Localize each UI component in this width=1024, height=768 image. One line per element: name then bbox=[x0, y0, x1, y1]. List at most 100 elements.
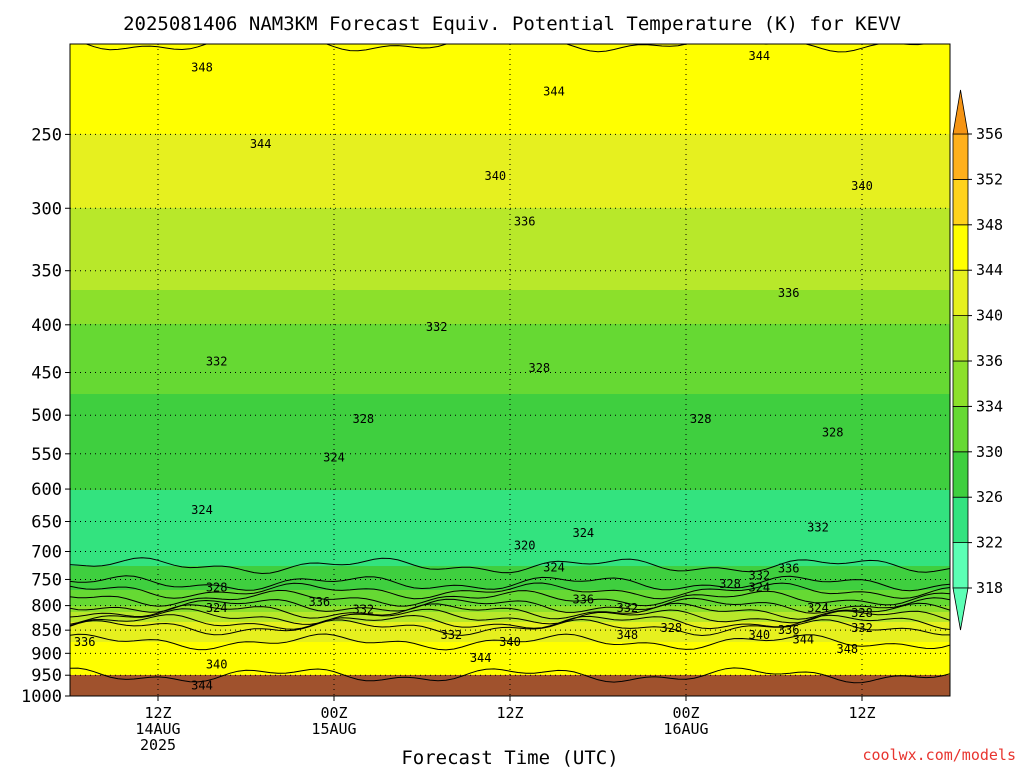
theta-e-band bbox=[70, 74, 950, 77]
theta-e-band bbox=[70, 500, 950, 503]
theta-e-band bbox=[70, 314, 950, 317]
theta-e-band bbox=[70, 242, 950, 245]
theta-e-band bbox=[70, 172, 950, 175]
contour-label: 344 bbox=[470, 651, 492, 665]
theta-e-band bbox=[70, 94, 950, 97]
y-tick-label: 450 bbox=[31, 364, 62, 384]
theta-e-band bbox=[70, 304, 950, 307]
theta-e-band bbox=[70, 44, 950, 47]
theta-e-band bbox=[70, 432, 950, 435]
theta-e-band bbox=[70, 220, 950, 223]
theta-e-band bbox=[70, 496, 950, 499]
theta-e-band bbox=[70, 202, 950, 205]
theta-e-band bbox=[70, 352, 950, 355]
theta-e-band bbox=[70, 120, 950, 123]
contour-label: 344 bbox=[792, 633, 814, 647]
theta-e-band bbox=[70, 612, 950, 615]
theta-e-band bbox=[70, 486, 950, 489]
contour-label: 324 bbox=[572, 526, 594, 540]
theta-e-band bbox=[70, 536, 950, 539]
theta-e-band bbox=[70, 522, 950, 525]
theta-e-band bbox=[70, 190, 950, 193]
theta-e-band bbox=[70, 230, 950, 233]
theta-e-band bbox=[70, 72, 950, 75]
theta-e-band bbox=[70, 46, 950, 49]
theta-e-band bbox=[70, 540, 950, 543]
x-tick-label: 12Z bbox=[848, 704, 875, 722]
theta-e-band bbox=[70, 284, 950, 287]
contour-label: 328 bbox=[660, 621, 682, 635]
theta-e-band bbox=[70, 490, 950, 493]
theta-e-band bbox=[70, 602, 950, 605]
y-tick-label: 700 bbox=[31, 543, 62, 563]
contour-label: 324 bbox=[206, 601, 228, 615]
theta-e-band bbox=[70, 350, 950, 353]
theta-e-band bbox=[70, 160, 950, 163]
theta-e-band bbox=[70, 312, 950, 315]
theta-e-band bbox=[70, 130, 950, 133]
y-tick-label: 600 bbox=[31, 480, 62, 500]
y-tick-label: 950 bbox=[31, 666, 62, 686]
theta-e-band bbox=[70, 650, 950, 653]
theta-e-band bbox=[70, 546, 950, 549]
theta-e-band bbox=[70, 52, 950, 55]
theta-e-band bbox=[70, 574, 950, 577]
theta-e-band bbox=[70, 416, 950, 419]
theta-e-band bbox=[70, 592, 950, 595]
theta-e-band bbox=[70, 530, 950, 533]
theta-e-band bbox=[70, 436, 950, 439]
theta-e-band bbox=[70, 144, 950, 147]
contour-label: 332 bbox=[748, 569, 770, 583]
colorbar-label: 348 bbox=[976, 216, 1003, 234]
theta-e-band bbox=[70, 206, 950, 209]
theta-e-band bbox=[70, 576, 950, 579]
contour-label: 328 bbox=[690, 412, 712, 426]
theta-e-band bbox=[70, 610, 950, 613]
theta-e-band bbox=[70, 136, 950, 139]
theta-e-band bbox=[70, 452, 950, 455]
theta-e-band bbox=[70, 336, 950, 339]
theta-e-band bbox=[70, 510, 950, 513]
colorbar-label: 318 bbox=[976, 579, 1003, 597]
y-tick-label: 750 bbox=[31, 570, 62, 590]
theta-e-band bbox=[70, 90, 950, 93]
contour-label: 340 bbox=[484, 169, 506, 183]
theta-e-band bbox=[70, 376, 950, 379]
theta-e-band bbox=[70, 66, 950, 69]
theta-e-band bbox=[70, 554, 950, 557]
theta-e-band bbox=[70, 642, 950, 645]
theta-e-band bbox=[70, 654, 950, 657]
theta-e-band bbox=[70, 162, 950, 165]
contour-label: 344 bbox=[748, 49, 770, 63]
theta-e-band bbox=[70, 266, 950, 269]
colorbar-label: 336 bbox=[976, 352, 1003, 370]
theta-e-band bbox=[70, 174, 950, 177]
theta-e-band bbox=[70, 564, 950, 567]
theta-e-band bbox=[70, 400, 950, 403]
y-tick-label: 500 bbox=[31, 406, 62, 426]
theta-e-band bbox=[70, 122, 950, 125]
theta-e-band bbox=[70, 504, 950, 507]
theta-e-band bbox=[70, 204, 950, 207]
ground-below-surface bbox=[70, 675, 950, 696]
theta-e-band bbox=[70, 556, 950, 559]
theta-e-band bbox=[70, 454, 950, 457]
theta-e-band bbox=[70, 54, 950, 57]
theta-e-band bbox=[70, 440, 950, 443]
theta-e-band bbox=[70, 330, 950, 333]
theta-e-band bbox=[70, 482, 950, 485]
contour-label: 332 bbox=[352, 603, 374, 617]
theta-e-band bbox=[70, 244, 950, 247]
theta-e-band bbox=[70, 596, 950, 599]
theta-e-band bbox=[70, 222, 950, 225]
contour-label: 336 bbox=[778, 623, 800, 637]
theta-e-band bbox=[70, 420, 950, 423]
theta-e-band bbox=[70, 662, 950, 665]
theta-e-band bbox=[70, 372, 950, 375]
theta-e-band bbox=[70, 114, 950, 117]
theta-e-band bbox=[70, 474, 950, 477]
contour-label: 348 bbox=[191, 61, 213, 75]
theta-e-band bbox=[70, 282, 950, 285]
theta-e-band bbox=[70, 410, 950, 413]
